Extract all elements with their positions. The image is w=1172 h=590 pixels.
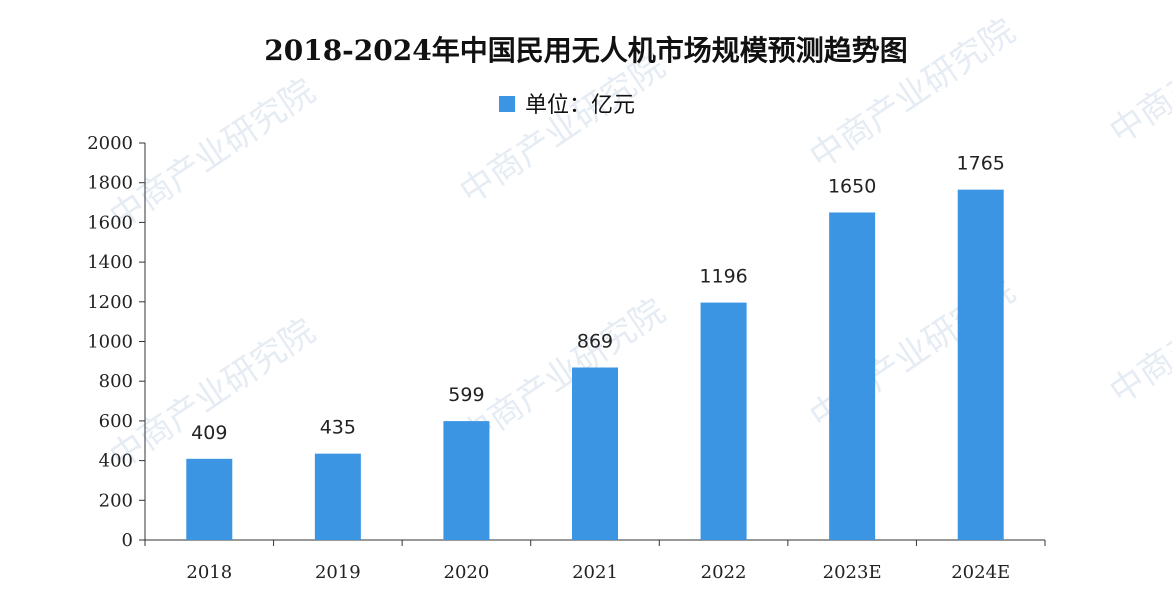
legend-label: 单位：亿元 <box>525 93 635 118</box>
watermark-text-8: 中商产业研究院 <box>1103 246 1172 412</box>
chart-title: 2018-2024年中国民用无人机市场规模预测趋势图 <box>264 34 907 67</box>
data-label-2022: 1196 <box>699 266 747 288</box>
legend-swatch <box>499 96 515 112</box>
bar-2024E <box>957 189 1004 540</box>
bar-2019 <box>314 453 361 540</box>
y-tick-label-1400: 1400 <box>87 252 133 273</box>
x-tick-label-2018: 2018 <box>186 562 232 583</box>
legend: 单位：亿元 <box>499 93 635 118</box>
data-label-2021: 869 <box>577 331 613 353</box>
y-tick-label-1200: 1200 <box>87 292 133 313</box>
bar-2022 <box>700 302 747 540</box>
x-tick-label-2023E: 2023E <box>823 562 882 583</box>
watermark-text-5: 中商产业研究院 <box>103 311 323 477</box>
bar-series <box>186 189 1004 540</box>
y-tick-label-400: 400 <box>99 451 133 472</box>
bar-2021 <box>572 367 618 540</box>
chart-axes: 0 200 400 600 800 1000 1200 1400 1600 1800 2000 201… <box>87 133 1046 583</box>
y-tick-label-800: 800 <box>99 371 133 392</box>
y-tick-label-1800: 1800 <box>87 173 133 194</box>
y-tick-label-0: 0 <box>122 530 133 551</box>
data-labels: 409 435 599 869 1196 1650 1765 <box>191 153 1005 444</box>
watermark-text-1: 中商产业研究院 <box>103 71 323 237</box>
watermark-text-2: 中商产业研究院 <box>453 46 673 212</box>
data-label-2018: 409 <box>191 422 227 444</box>
bar-2020 <box>443 421 490 540</box>
y-tick-label-1600: 1600 <box>87 212 133 233</box>
bar-2018 <box>186 458 233 540</box>
x-tick-label-2022: 2022 <box>701 562 747 583</box>
y-tick-label-2000: 2000 <box>87 133 133 154</box>
x-tick-label-2024E: 2024E <box>951 562 1010 583</box>
watermark-text-4: 中商产业研究院 <box>1103 0 1172 152</box>
bar-2023E <box>829 212 876 540</box>
data-label-2019: 435 <box>320 417 356 439</box>
y-tick-label-1000: 1000 <box>87 332 133 353</box>
x-tick-label-2021: 2021 <box>572 562 618 583</box>
x-tick-label-2020: 2020 <box>444 562 490 583</box>
y-tick-label-200: 200 <box>99 490 133 511</box>
x-tick-label-2019: 2019 <box>315 562 361 583</box>
data-label-2020: 599 <box>448 384 484 406</box>
data-label-2023E: 1650 <box>828 175 876 197</box>
y-tick-label-600: 600 <box>99 411 133 432</box>
data-label-2024E: 1765 <box>957 153 1005 175</box>
